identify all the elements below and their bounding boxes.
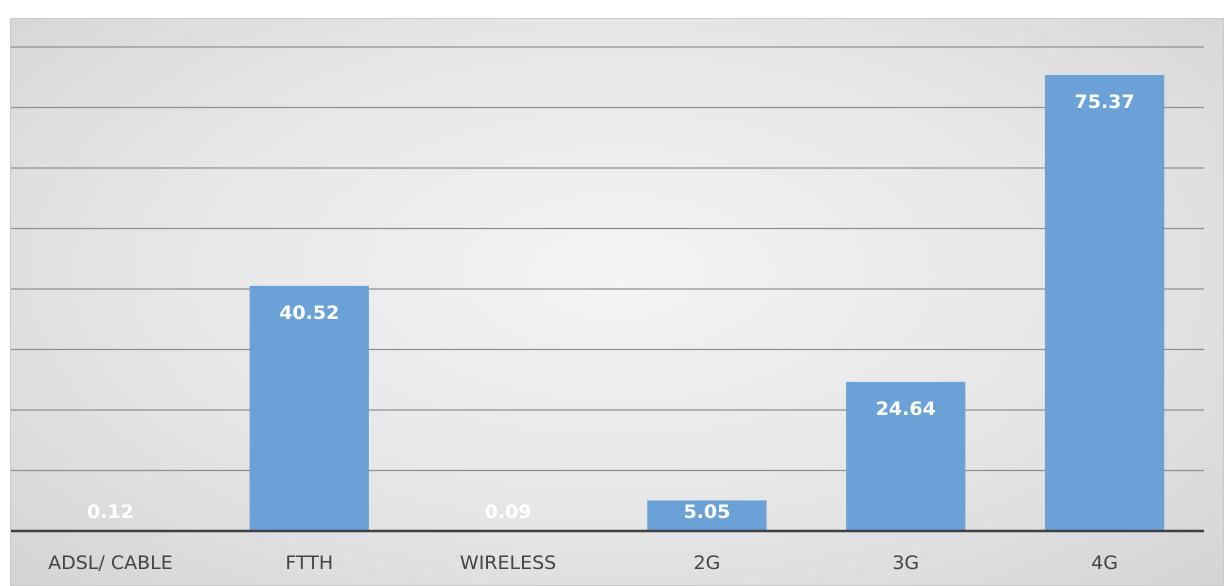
bar-chart: 0.12 40.52 0.09 5.05 24.64 75.37 ADSL/ CABLE F… — [11, 46, 1204, 574]
bars — [50, 75, 1165, 531]
x-tick-label-3: 2G — [694, 552, 721, 574]
data-label-2: 0.09 — [485, 501, 532, 523]
bar-4 — [846, 381, 966, 531]
chart-area: 0.12 40.52 0.09 5.05 24.64 75.37 ADSL/ CABLE F… — [10, 18, 1224, 586]
bar-3 — [647, 500, 767, 531]
data-label-4: 24.64 — [876, 398, 936, 420]
bar-1 — [249, 285, 369, 531]
data-label-3: 5.05 — [683, 501, 730, 523]
gridlines — [11, 46, 1204, 472]
bar-5 — [1044, 75, 1165, 531]
x-tick-label-4: 3G — [892, 552, 919, 574]
data-label-1: 40.52 — [279, 302, 339, 324]
data-label-0: 0.12 — [87, 501, 134, 523]
data-label-5: 75.37 — [1075, 91, 1135, 113]
data-labels: 0.12 40.52 0.09 5.05 24.64 75.37 — [87, 91, 1135, 523]
x-tick-label-0: ADSL/ CABLE — [48, 552, 173, 574]
x-tick-label-2: WIRELESS — [460, 552, 556, 574]
x-tick-label-5: 4G — [1091, 552, 1118, 574]
x-axis-tick-labels: ADSL/ CABLE FTTH WIRELESS 2G 3G 4G — [48, 552, 1118, 574]
x-tick-label-1: FTTH — [285, 552, 333, 574]
